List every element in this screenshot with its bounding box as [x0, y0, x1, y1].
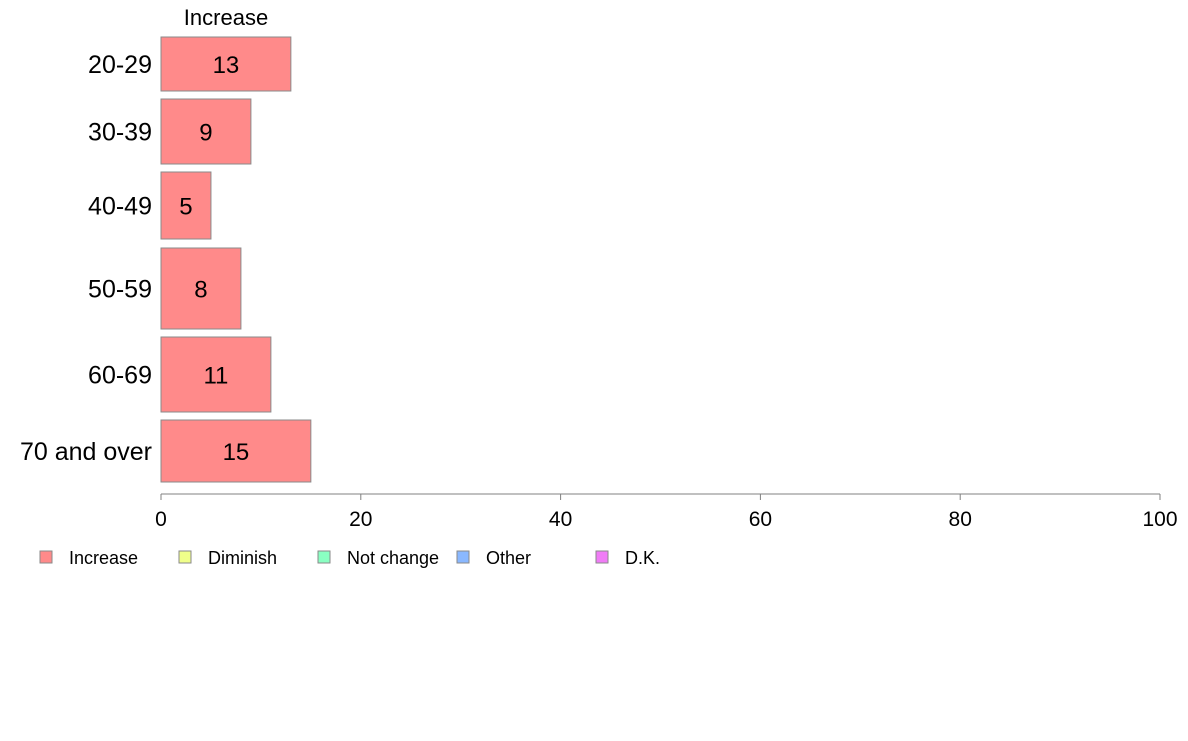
legend-label: Not change: [347, 548, 439, 568]
x-tick-label: 40: [549, 508, 572, 531]
category-label: 40-49: [88, 193, 152, 221]
bar: [160, 36, 292, 92]
series-header: Increase: [184, 5, 268, 30]
bar: [160, 98, 252, 165]
bar-value-label: 9: [199, 120, 212, 147]
bar: [160, 247, 242, 330]
bar-value-label: 5: [179, 194, 192, 221]
x-tick-label: 100: [1142, 508, 1177, 531]
bar-value-label: 8: [194, 277, 207, 304]
bar-value-label: 15: [223, 439, 250, 466]
legend-swatch: [39, 550, 53, 564]
category-label: 20-29: [88, 51, 152, 79]
category-label: 30-39: [88, 119, 152, 147]
x-tick-label: 20: [349, 508, 372, 531]
category-label: 50-59: [88, 276, 152, 304]
bar: [160, 419, 312, 483]
legend-label: Increase: [69, 548, 138, 568]
legend-label: Diminish: [208, 548, 277, 568]
bar: [160, 171, 212, 240]
legend-swatch: [595, 550, 609, 564]
category-label: 60-69: [88, 362, 152, 390]
legend-label: D.K.: [625, 548, 660, 568]
bar-value-label: 11: [203, 363, 228, 390]
category-label: 70 and over: [20, 438, 152, 466]
bar-value-label: 13: [213, 52, 240, 79]
x-tick-label: 80: [949, 508, 972, 531]
legend-swatch: [178, 550, 192, 564]
legend-swatch: [456, 550, 470, 564]
legend-swatch: [317, 550, 331, 564]
legend-label: Other: [486, 548, 531, 568]
bar: [160, 336, 272, 413]
x-tick-label: 0: [155, 508, 167, 531]
x-tick-label: 60: [749, 508, 772, 531]
